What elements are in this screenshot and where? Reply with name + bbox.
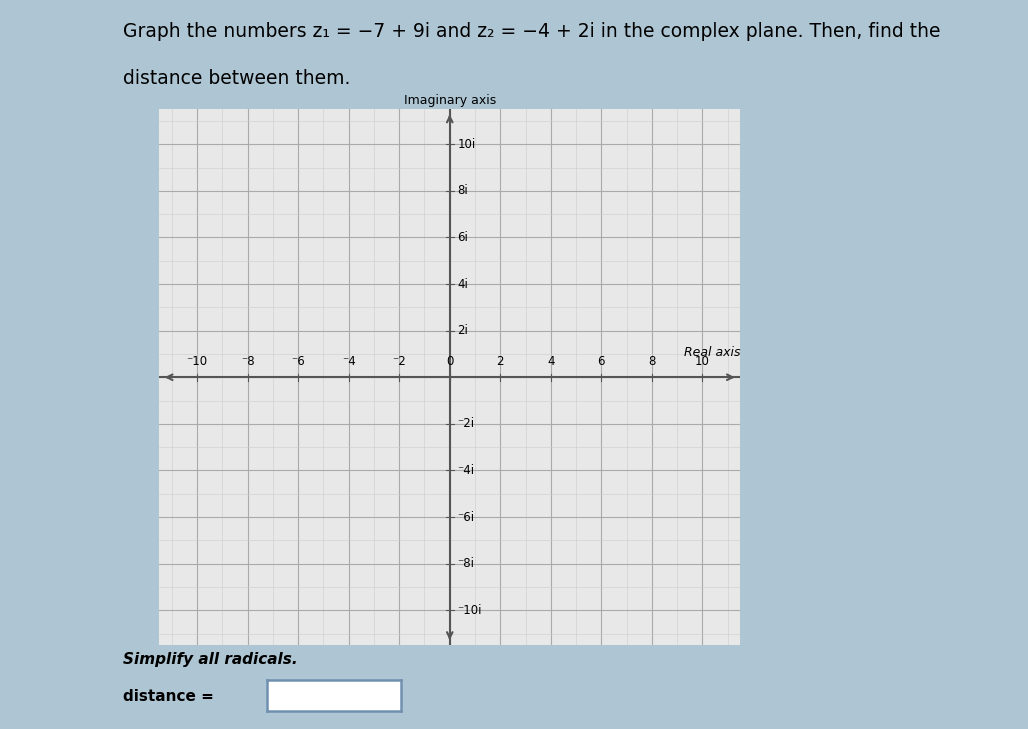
Text: ⁻4: ⁻4 [342, 355, 356, 368]
Text: Real axis: Real axis [684, 346, 740, 359]
Text: ⁻10i: ⁻10i [457, 604, 482, 617]
Text: 0: 0 [446, 355, 453, 368]
Text: ⁻8i: ⁻8i [457, 557, 474, 570]
Text: ⁻8: ⁻8 [241, 355, 255, 368]
Text: ⁻4i: ⁻4i [457, 464, 475, 477]
Text: 4: 4 [547, 355, 554, 368]
Text: 10: 10 [695, 355, 709, 368]
Text: 8: 8 [648, 355, 656, 368]
Text: Simplify all radicals.: Simplify all radicals. [123, 652, 298, 668]
Text: distance =: distance = [123, 689, 214, 704]
Text: Graph the numbers z₁ = −7 + 9i and z₂ = −4 + 2i in the complex plane. Then, find: Graph the numbers z₁ = −7 + 9i and z₂ = … [123, 22, 941, 41]
Text: ⁻6i: ⁻6i [457, 510, 475, 523]
Text: 6i: 6i [457, 231, 468, 244]
Text: 8i: 8i [457, 184, 468, 198]
Text: 4i: 4i [457, 278, 468, 291]
Text: 2i: 2i [457, 324, 468, 338]
Text: Imaginary axis: Imaginary axis [404, 94, 495, 107]
Text: ⁻2i: ⁻2i [457, 417, 475, 430]
Text: 6: 6 [597, 355, 605, 368]
Text: 2: 2 [497, 355, 504, 368]
Text: distance between them.: distance between them. [123, 69, 351, 88]
Text: 10i: 10i [457, 138, 476, 151]
Text: ⁻2: ⁻2 [393, 355, 406, 368]
Text: ⁻10: ⁻10 [187, 355, 208, 368]
Text: ⁻6: ⁻6 [291, 355, 305, 368]
